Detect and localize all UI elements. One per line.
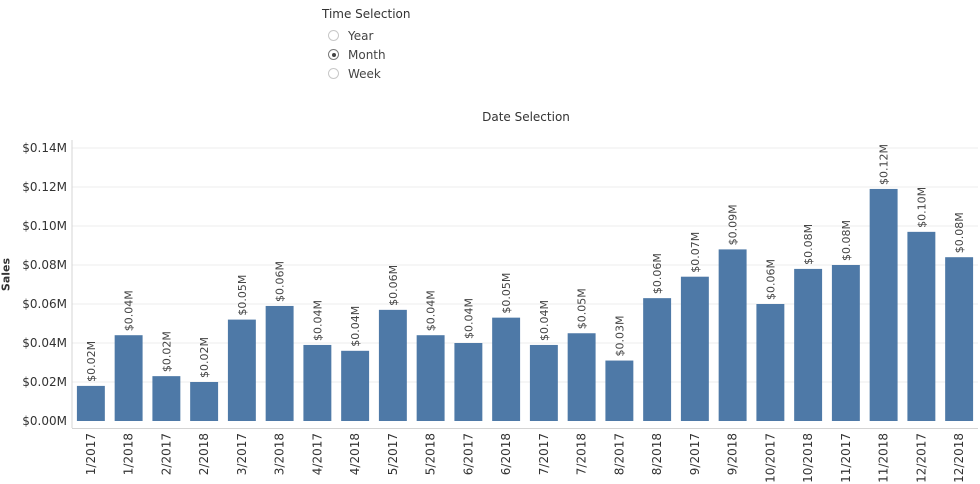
data-label: $0.04M [538, 300, 551, 341]
x-tick-label: 4/2018 [348, 433, 362, 475]
bar [831, 265, 860, 421]
bar [869, 188, 898, 421]
data-label: $0.02M [160, 331, 173, 372]
x-tick-label: 8/2018 [650, 433, 664, 475]
x-tick-label: 5/2017 [386, 433, 400, 475]
radio-icon[interactable] [328, 68, 339, 79]
bar [492, 317, 521, 421]
bar [190, 382, 219, 421]
y-tick-label: $0.10M [22, 219, 67, 233]
bar [416, 335, 445, 421]
radio-option-week[interactable]: Week [328, 64, 410, 83]
data-label: $0.06M [651, 253, 664, 294]
x-tick-label: 1/2018 [122, 433, 136, 475]
bar [794, 268, 823, 421]
bar [907, 231, 936, 421]
data-label: $0.04M [425, 290, 438, 331]
bar [945, 257, 974, 421]
data-label: $0.08M [802, 224, 815, 265]
data-label: $0.05M [500, 273, 513, 314]
chart-title: Date Selection [482, 110, 570, 124]
bar [718, 249, 747, 421]
data-label: $0.08M [953, 212, 966, 253]
data-label: $0.06M [387, 265, 400, 306]
x-tick-label: 10/2018 [801, 433, 815, 483]
radio-icon[interactable] [328, 30, 339, 41]
radio-option-year[interactable]: Year [328, 26, 410, 45]
x-tick-label: 7/2018 [575, 433, 589, 475]
x-tick-label: 12/2018 [952, 433, 966, 483]
data-label: $0.06M [274, 261, 287, 302]
bar [529, 344, 558, 421]
x-tick-label: 4/2017 [310, 433, 324, 475]
data-label: $0.07M [689, 232, 702, 273]
x-tick-label: 11/2017 [839, 433, 853, 483]
data-label: $0.10M [915, 187, 928, 228]
bar [265, 305, 294, 421]
radio-label: Month [348, 47, 386, 62]
bar [76, 385, 105, 421]
data-label: $0.02M [85, 341, 98, 382]
data-label: $0.03M [613, 316, 626, 357]
y-tick-label: $0.08M [22, 258, 67, 272]
parameter-title: Time Selection [322, 7, 411, 21]
y-tick-label: $0.00M [22, 414, 67, 428]
radio-option-month[interactable]: Month [328, 45, 410, 64]
bar [341, 350, 370, 421]
data-label: $0.09M [727, 204, 740, 245]
y-tick-label: $0.04M [22, 336, 67, 350]
data-label: $0.12M [878, 144, 891, 185]
radio-label: Year [348, 28, 374, 43]
data-label: $0.04M [123, 290, 136, 331]
bar [378, 309, 407, 421]
data-label: $0.04M [462, 298, 475, 339]
x-tick-label: 7/2017 [537, 433, 551, 475]
x-tick-label: 9/2017 [688, 433, 702, 475]
time-selection-parameter: Time Selection Year Month Week [322, 6, 410, 83]
data-label: $0.08M [840, 220, 853, 261]
bar [567, 333, 596, 421]
x-tick-label: 2/2018 [197, 433, 211, 475]
radio-selected-icon[interactable] [328, 49, 339, 60]
x-tick-label: 5/2018 [424, 433, 438, 475]
data-label: $0.04M [311, 300, 324, 341]
bar [454, 343, 483, 421]
x-tick-label: 6/2018 [499, 433, 513, 475]
y-tick-label: $0.12M [22, 180, 67, 194]
bar [303, 344, 332, 421]
data-label: $0.06M [764, 259, 777, 300]
y-tick-label: $0.14M [22, 141, 67, 155]
bar [152, 376, 181, 421]
data-label: $0.05M [576, 288, 589, 329]
data-label: $0.05M [236, 275, 249, 316]
x-tick-label: 2/2017 [159, 433, 173, 475]
x-tick-label: 8/2017 [612, 433, 626, 475]
x-tick-label: 10/2017 [763, 433, 777, 483]
data-label: $0.02M [198, 337, 211, 378]
bar [114, 335, 143, 421]
radio-label: Week [348, 66, 381, 81]
x-tick-label: 3/2017 [235, 433, 249, 475]
x-tick-label: 6/2017 [461, 433, 475, 475]
x-tick-label: 1/2017 [84, 433, 98, 475]
x-tick-label: 9/2018 [726, 433, 740, 475]
bar [756, 304, 785, 421]
data-label: $0.04M [349, 306, 362, 347]
bar [605, 360, 634, 421]
y-tick-label: $0.02M [22, 375, 67, 389]
bar [680, 276, 709, 421]
y-tick-label: $0.06M [22, 297, 67, 311]
x-tick-label: 11/2018 [877, 433, 891, 483]
x-tick-label: 12/2017 [914, 433, 928, 483]
bar [227, 319, 256, 421]
x-tick-label: 3/2018 [273, 433, 287, 475]
bar [643, 298, 672, 421]
